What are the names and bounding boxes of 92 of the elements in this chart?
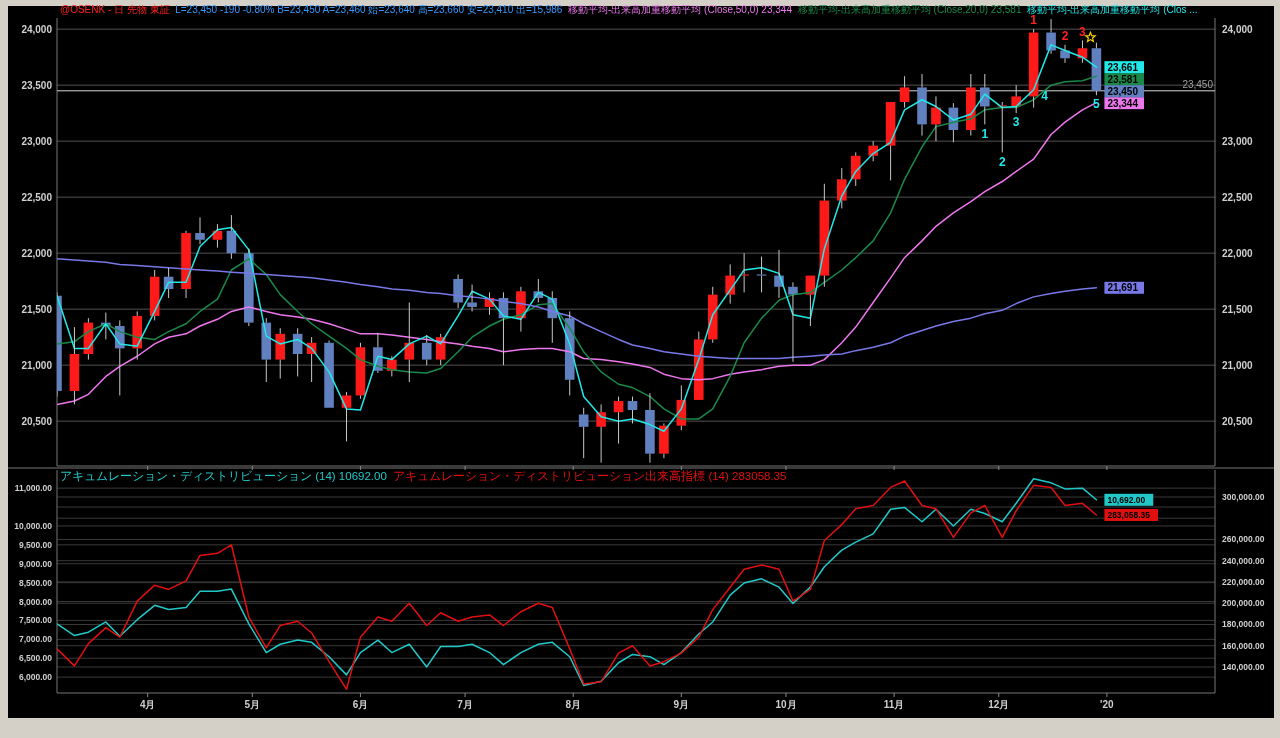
- y-tick-label: 6,500.00: [18, 653, 53, 664]
- candlestick: [966, 73, 976, 137]
- text: 移動平均-出来高加重移動平均 (Close,20,0) 23,581: [797, 4, 1028, 15]
- x-tick-label: 7月: [457, 699, 473, 710]
- y-tick-label: 24,000: [21, 23, 53, 35]
- candlestick: [355, 342, 366, 400]
- y-tick-label: 6,000.00: [18, 672, 53, 683]
- annotation: 2: [1061, 29, 1069, 44]
- candlestick: [467, 284, 477, 312]
- x-tick-label: 12月: [988, 699, 1010, 710]
- y2-tick-label: 300,000.00: [1222, 491, 1265, 502]
- x-tick-label: 4月: [139, 699, 156, 710]
- annotation: 3: [1012, 115, 1020, 130]
- candlestick: [725, 263, 735, 305]
- candlestick: [756, 256, 767, 293]
- y2-tick-label: 21,000: [1222, 359, 1254, 371]
- text: 23,450: [1107, 85, 1138, 97]
- x-tick-label: 5月: [244, 699, 261, 710]
- candlestick: [788, 281, 798, 363]
- candlestick: [226, 214, 237, 260]
- candlestick: [917, 73, 927, 137]
- y-tick-label: 7,000.00: [18, 634, 53, 645]
- data-label: 21,691: [1107, 282, 1139, 294]
- y-tick-label: 21,000: [21, 359, 53, 371]
- data-label: 23,581: [1107, 73, 1139, 85]
- y-tick-label: 10,000.00: [14, 520, 53, 531]
- text: アキュムレーション・ディストリビューション (14) 10692.00: [60, 470, 394, 482]
- y2-tick-label: 240,000.00: [1222, 555, 1265, 566]
- y2-tick-label: 22,000: [1222, 247, 1254, 259]
- data-label: 283,058.35: [1107, 509, 1151, 520]
- y-tick-label: 23,500: [21, 79, 53, 91]
- text: アキュムレーション・ディストリビューション出来高指標 (14) 283058.35: [393, 469, 793, 482]
- y-tick-label: 8,000.00: [18, 596, 53, 607]
- x-tick-label: 8月: [565, 699, 581, 710]
- annotation: 2: [998, 154, 1006, 169]
- candlestick: [613, 396, 624, 445]
- y2-tick-label: 23,000: [1222, 135, 1254, 147]
- x-tick-label: 10月: [775, 699, 797, 710]
- line-series: [57, 258, 1098, 360]
- y2-tick-label: 160,000.00: [1222, 640, 1265, 651]
- y-tick-label: 7,500.00: [18, 615, 53, 626]
- candlestick: [707, 286, 718, 344]
- x-tick-label: 6月: [352, 699, 369, 710]
- annotation: 1: [1030, 13, 1038, 28]
- y-tick-label: 8,500.00: [18, 577, 53, 588]
- candlestick: [261, 317, 272, 383]
- y-tick-label: 22,500: [21, 191, 53, 203]
- y-tick-label: 21,500: [21, 303, 53, 315]
- y2-tick-label: 21,500: [1222, 303, 1254, 315]
- annotation: 4: [1041, 88, 1049, 103]
- ref-line-label: 23,450: [1182, 78, 1214, 90]
- y-tick-label: 9,000.00: [18, 558, 53, 569]
- y2-tick-label: 180,000.00: [1222, 619, 1265, 630]
- candlestick: [627, 396, 638, 424]
- candlestick: [404, 301, 415, 383]
- candlestick: [980, 73, 990, 125]
- candlestick: [645, 392, 655, 464]
- candlestick: [931, 95, 941, 142]
- candlestick: [596, 403, 606, 464]
- text: 移動平均-出来高加重移動平均 (Clos ...: [1027, 4, 1204, 15]
- data-label: 23,344: [1107, 97, 1139, 109]
- chart-subtitle: L=23,450 -190 -0.80% B=23,450 A=23,460 始=23,640 高=23,660 安=23,410 出=15,986: [175, 4, 568, 15]
- x-tick-label: 9月: [673, 699, 690, 710]
- y2-tick-label: 20,500: [1222, 415, 1254, 427]
- annotation: 3: [1079, 24, 1087, 39]
- x-tick-label: 11月: [883, 699, 905, 710]
- y2-tick-label: 22,500: [1222, 191, 1254, 203]
- y-tick-label: 23,000: [21, 135, 53, 147]
- chart-title: @OSENK - 日 先物 東証: [60, 4, 176, 15]
- candlestick: [195, 216, 205, 245]
- annotation: 1: [981, 126, 989, 141]
- candlestick: [659, 422, 669, 459]
- y2-tick-label: 200,000.00: [1222, 598, 1265, 609]
- candlestick: [453, 273, 463, 309]
- y2-tick-label: 260,000.00: [1222, 534, 1265, 545]
- y-tick-label: 9,500.00: [18, 539, 53, 550]
- y2-tick-label: 24,000: [1222, 23, 1254, 35]
- candlestick: [899, 75, 910, 109]
- text: 移動平均-出来高加重移動平均 (Close,50,0) 23,344: [568, 4, 798, 15]
- x-tick-label: '20: [1100, 699, 1115, 710]
- y-tick-label: 11,000.00: [14, 483, 53, 494]
- data-label: 23,661: [1107, 61, 1139, 73]
- y-tick-label: 22,000: [21, 247, 53, 259]
- candlestick: [739, 252, 749, 293]
- data-label: 10,692.00: [1107, 494, 1146, 505]
- y2-tick-label: 140,000.00: [1222, 661, 1265, 672]
- candlestick: [181, 230, 191, 299]
- y-tick-label: 20,500: [21, 415, 53, 427]
- candlestick: [69, 326, 80, 405]
- annotation: 5: [1093, 97, 1101, 112]
- candlestick: [275, 327, 286, 380]
- y2-tick-label: 220,000.00: [1222, 576, 1265, 587]
